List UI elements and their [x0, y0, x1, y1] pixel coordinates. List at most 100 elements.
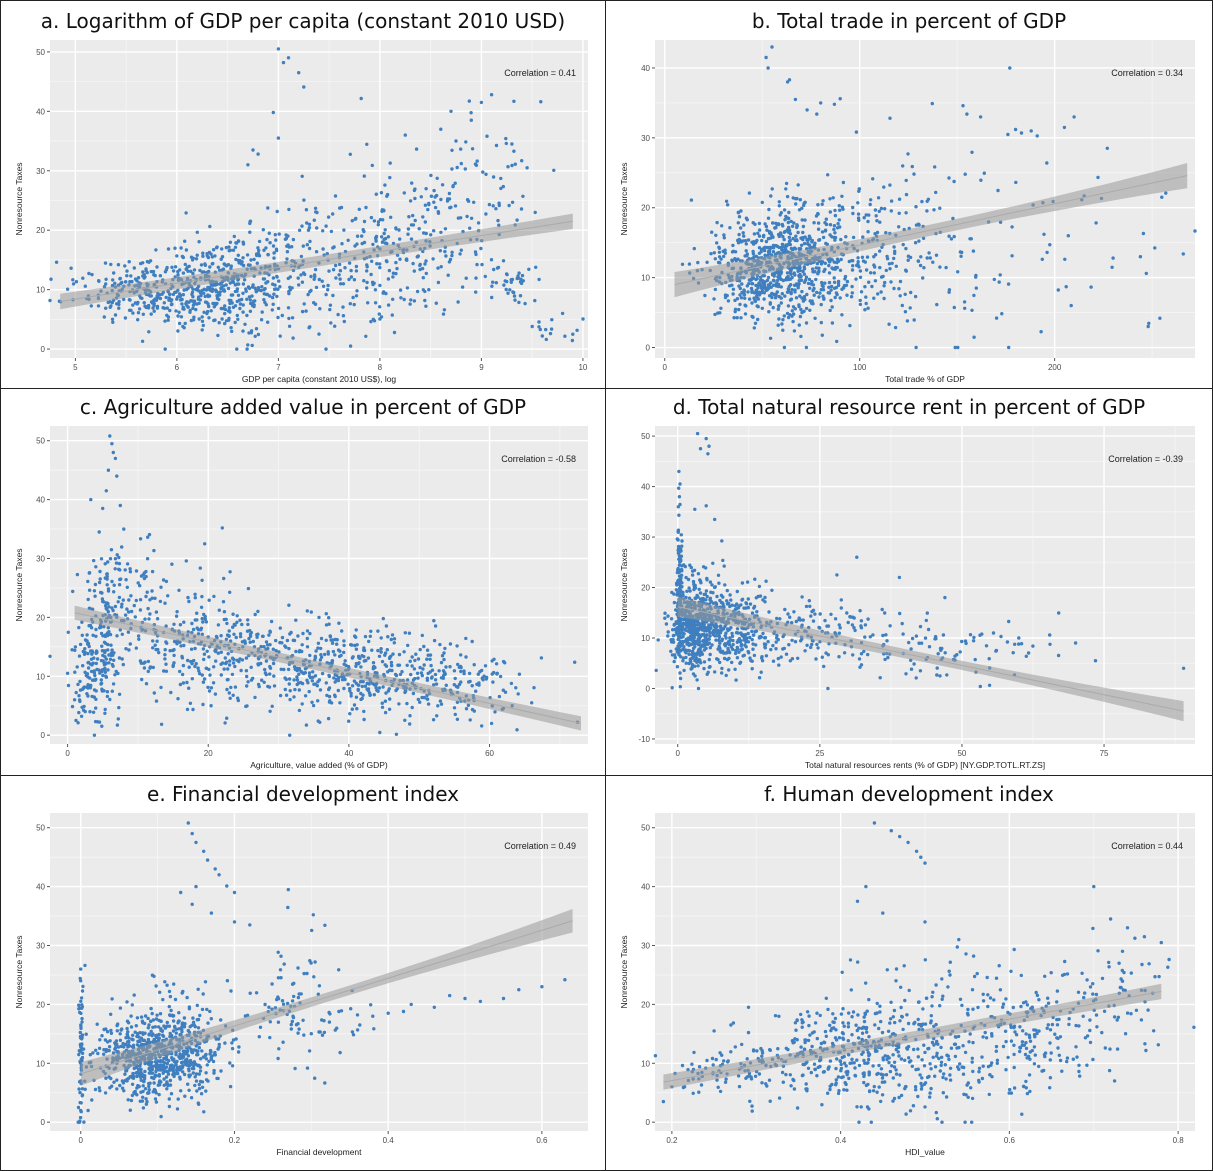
data-point	[889, 199, 894, 203]
data-point	[925, 256, 929, 260]
data-point	[790, 309, 794, 313]
data-point	[120, 280, 124, 285]
data-point	[901, 242, 905, 247]
data-point	[324, 638, 328, 642]
data-point	[223, 304, 227, 308]
data-point	[829, 612, 833, 616]
data-point	[722, 236, 726, 240]
data-point	[928, 256, 932, 260]
data-point	[450, 250, 454, 254]
data-point	[102, 625, 106, 629]
data-point	[953, 345, 957, 350]
data-point	[185, 680, 189, 685]
data-point	[280, 641, 284, 645]
data-point	[713, 517, 717, 522]
data-point	[128, 280, 132, 284]
data-point	[216, 623, 221, 627]
data-point	[788, 277, 793, 281]
data-point	[878, 676, 882, 680]
data-point	[284, 693, 289, 697]
data-point	[688, 589, 692, 593]
data-point	[422, 663, 426, 667]
data-point	[873, 253, 878, 257]
data-point	[678, 671, 682, 675]
data-point	[363, 684, 368, 688]
data-point	[971, 249, 976, 253]
data-point	[172, 653, 176, 658]
data-point	[120, 602, 124, 606]
data-point	[103, 666, 107, 671]
data-point	[813, 270, 817, 274]
data-point	[189, 659, 193, 664]
data-point	[136, 581, 140, 585]
data-point	[110, 662, 115, 667]
data-point	[236, 293, 241, 297]
data-point	[770, 588, 774, 592]
data-point	[251, 304, 255, 308]
data-point	[106, 610, 111, 614]
data-point	[77, 1087, 81, 1091]
data-point	[467, 671, 472, 676]
data-point	[821, 235, 826, 240]
x-axis-label: Total natural resources rents (% of GDP)…	[805, 760, 1045, 770]
data-point	[240, 658, 245, 662]
data-point	[1006, 282, 1011, 286]
data-point	[326, 650, 330, 654]
data-point	[533, 298, 537, 303]
data-point	[228, 696, 232, 700]
data-point	[800, 289, 804, 294]
data-point	[377, 312, 381, 316]
data-point	[816, 646, 820, 650]
data-point	[106, 589, 111, 593]
data-point	[904, 269, 908, 273]
data-point	[200, 328, 204, 332]
data-point	[164, 579, 169, 584]
data-point	[99, 681, 104, 685]
data-point	[380, 705, 385, 709]
data-point	[1057, 611, 1061, 615]
data-point	[176, 269, 180, 274]
data-point	[719, 306, 723, 310]
data-point	[117, 567, 121, 571]
data-point	[195, 230, 199, 234]
data-point	[126, 610, 131, 614]
data-point	[871, 633, 875, 637]
data-point	[253, 612, 257, 617]
data-point	[730, 603, 734, 607]
data-point	[412, 188, 417, 193]
data-point	[360, 654, 364, 658]
data-point	[290, 316, 295, 320]
data-point	[300, 681, 305, 686]
data-point	[233, 320, 237, 325]
data-point	[756, 231, 760, 235]
data-point	[780, 242, 785, 246]
data-point	[93, 719, 98, 724]
data-point	[89, 669, 94, 674]
data-point	[829, 284, 834, 289]
data-point	[388, 697, 392, 701]
data-point	[143, 617, 147, 621]
data-point	[397, 663, 402, 667]
data-point	[798, 294, 802, 298]
data-point	[835, 339, 839, 344]
data-point	[183, 239, 187, 243]
data-point	[439, 127, 443, 131]
data-point	[467, 99, 471, 103]
data-point	[779, 270, 784, 274]
data-point	[757, 584, 762, 589]
data-point	[760, 306, 764, 310]
data-point	[951, 216, 955, 221]
data-point	[105, 607, 109, 611]
data-point	[749, 277, 754, 282]
data-point	[494, 281, 498, 285]
data-point	[115, 723, 120, 727]
data-point	[156, 296, 160, 300]
data-point	[318, 720, 322, 724]
data-point	[194, 307, 198, 312]
data-point	[278, 334, 282, 338]
data-point	[804, 321, 809, 325]
data-point	[969, 237, 973, 241]
data-point	[234, 257, 238, 262]
data-point	[1010, 225, 1014, 229]
data-point	[383, 241, 388, 245]
